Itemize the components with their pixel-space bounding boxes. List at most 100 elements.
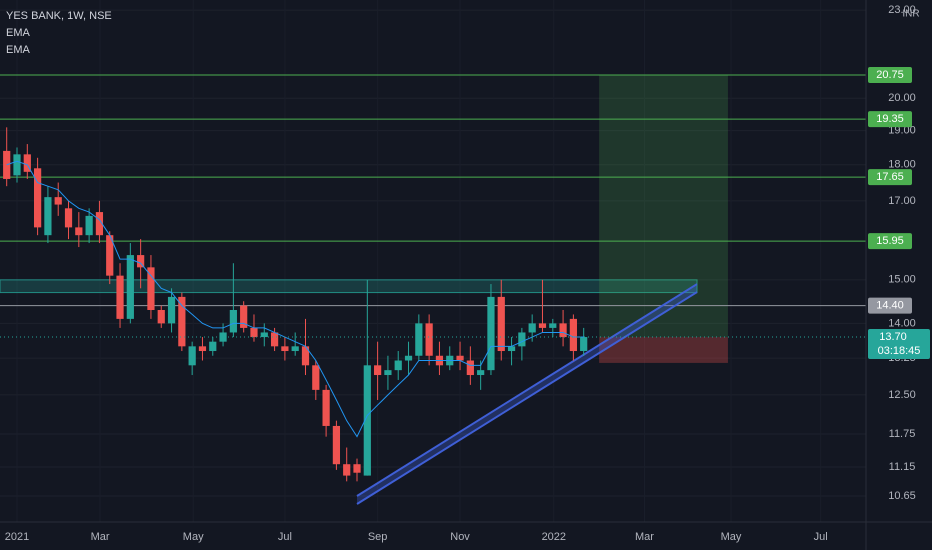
candle-body bbox=[3, 150, 11, 179]
candle-body bbox=[518, 332, 526, 347]
level-label: 20.75 bbox=[876, 69, 904, 81]
candle-body bbox=[384, 370, 392, 376]
candle-body bbox=[178, 296, 186, 347]
candle-body bbox=[75, 227, 83, 236]
countdown-label: 03:18:45 bbox=[878, 345, 921, 357]
candle-body bbox=[85, 215, 93, 236]
candle-body bbox=[477, 370, 485, 376]
candle-body bbox=[363, 365, 371, 476]
x-tick-label: May bbox=[721, 531, 742, 543]
candle-body bbox=[549, 323, 557, 328]
candle-body bbox=[425, 323, 433, 356]
trend-channel bbox=[357, 284, 698, 504]
stop-zone bbox=[599, 337, 728, 363]
x-tick-label: May bbox=[183, 531, 204, 543]
candle-body bbox=[240, 305, 248, 328]
candle-body bbox=[167, 296, 176, 324]
candle-body bbox=[126, 255, 134, 319]
y-tick-label: 23.00 bbox=[888, 4, 916, 16]
candle-body bbox=[281, 346, 289, 352]
candle-body bbox=[569, 318, 577, 352]
x-tick-label: Jul bbox=[278, 531, 292, 543]
level-tag bbox=[868, 233, 912, 250]
candle-body bbox=[322, 389, 330, 426]
resistance-zone bbox=[0, 279, 698, 294]
candle-body bbox=[507, 346, 516, 352]
candle-body bbox=[260, 332, 268, 338]
x-tick-label: Mar bbox=[91, 531, 110, 543]
candle-body bbox=[34, 168, 42, 228]
y-tick-label: 19.00 bbox=[888, 125, 916, 137]
candle-body bbox=[487, 296, 495, 371]
candle-body bbox=[415, 323, 423, 356]
trendline-lower bbox=[356, 291, 698, 505]
candle-body bbox=[198, 346, 207, 352]
candle-body bbox=[466, 360, 474, 376]
y-tick-label: 12.50 bbox=[888, 389, 916, 401]
candle-body bbox=[528, 323, 536, 333]
candle-body bbox=[538, 323, 547, 328]
level-tag bbox=[868, 67, 912, 84]
candle-body bbox=[106, 235, 114, 276]
candle-body bbox=[209, 341, 217, 352]
candle-body bbox=[312, 365, 320, 390]
level-label: 14.40 bbox=[876, 300, 904, 312]
candle-body bbox=[219, 332, 227, 342]
candle-body bbox=[229, 310, 237, 333]
candle-body bbox=[291, 346, 299, 352]
level-label: 19.35 bbox=[876, 113, 904, 125]
candle-body bbox=[559, 323, 567, 338]
candle-body bbox=[64, 208, 73, 228]
candle-body bbox=[44, 197, 52, 236]
candle-body bbox=[374, 365, 382, 376]
x-tick-label: 2022 bbox=[542, 531, 566, 543]
x-tick-label: Jul bbox=[814, 531, 828, 543]
last-price-label: 13.70 bbox=[879, 331, 907, 343]
x-tick-label: 2021 bbox=[5, 531, 29, 543]
trendline bbox=[356, 283, 698, 497]
y-tick-label: 15.00 bbox=[888, 274, 916, 286]
plot-area bbox=[0, 9, 866, 505]
candle-body bbox=[188, 346, 196, 366]
candle-body bbox=[332, 425, 341, 465]
y-tick-label: 11.15 bbox=[889, 461, 916, 473]
x-tick-label: Mar bbox=[635, 531, 654, 543]
y-tick-label: 14.00 bbox=[888, 317, 916, 329]
candle-body bbox=[250, 327, 258, 338]
y-tick-label: 17.00 bbox=[888, 195, 916, 207]
candle-body bbox=[54, 197, 62, 205]
candle-body bbox=[343, 464, 351, 476]
indicator-label: EMA bbox=[6, 44, 31, 56]
candle-body bbox=[301, 346, 310, 366]
y-tick-label: 10.65 bbox=[888, 490, 916, 502]
currency-label: INR bbox=[902, 9, 919, 20]
candle-body bbox=[95, 212, 104, 236]
y-tick-label: 20.00 bbox=[888, 92, 916, 104]
candle-body bbox=[404, 355, 413, 361]
candle-body bbox=[580, 337, 588, 352]
candle-body bbox=[147, 267, 155, 311]
candle-body bbox=[394, 360, 402, 371]
indicator-label: EMA bbox=[6, 27, 31, 39]
y-tick-label: 11.75 bbox=[889, 428, 916, 440]
candle-body bbox=[23, 154, 31, 172]
candle-body bbox=[13, 154, 21, 176]
candle-body bbox=[353, 464, 361, 473]
last-price-tag bbox=[868, 329, 930, 360]
x-tick-label: Sep bbox=[368, 531, 388, 543]
level-tag bbox=[868, 111, 912, 128]
axes: 23.0020.0019.0018.0017.0015.0014.0013.25… bbox=[5, 4, 930, 543]
candle-body bbox=[116, 275, 124, 319]
chart-title: YES BANK, 1W, NSE bbox=[6, 10, 112, 22]
y-tick-label: 18.00 bbox=[888, 159, 916, 171]
target-zone bbox=[599, 75, 728, 338]
level-tag bbox=[868, 297, 912, 314]
ema-line bbox=[6, 160, 584, 438]
x-tick-label: Nov bbox=[450, 531, 470, 543]
candle-body bbox=[497, 296, 505, 352]
level-label: 15.95 bbox=[876, 235, 904, 247]
level-label: 17.65 bbox=[876, 171, 904, 183]
candle-body bbox=[456, 355, 464, 361]
